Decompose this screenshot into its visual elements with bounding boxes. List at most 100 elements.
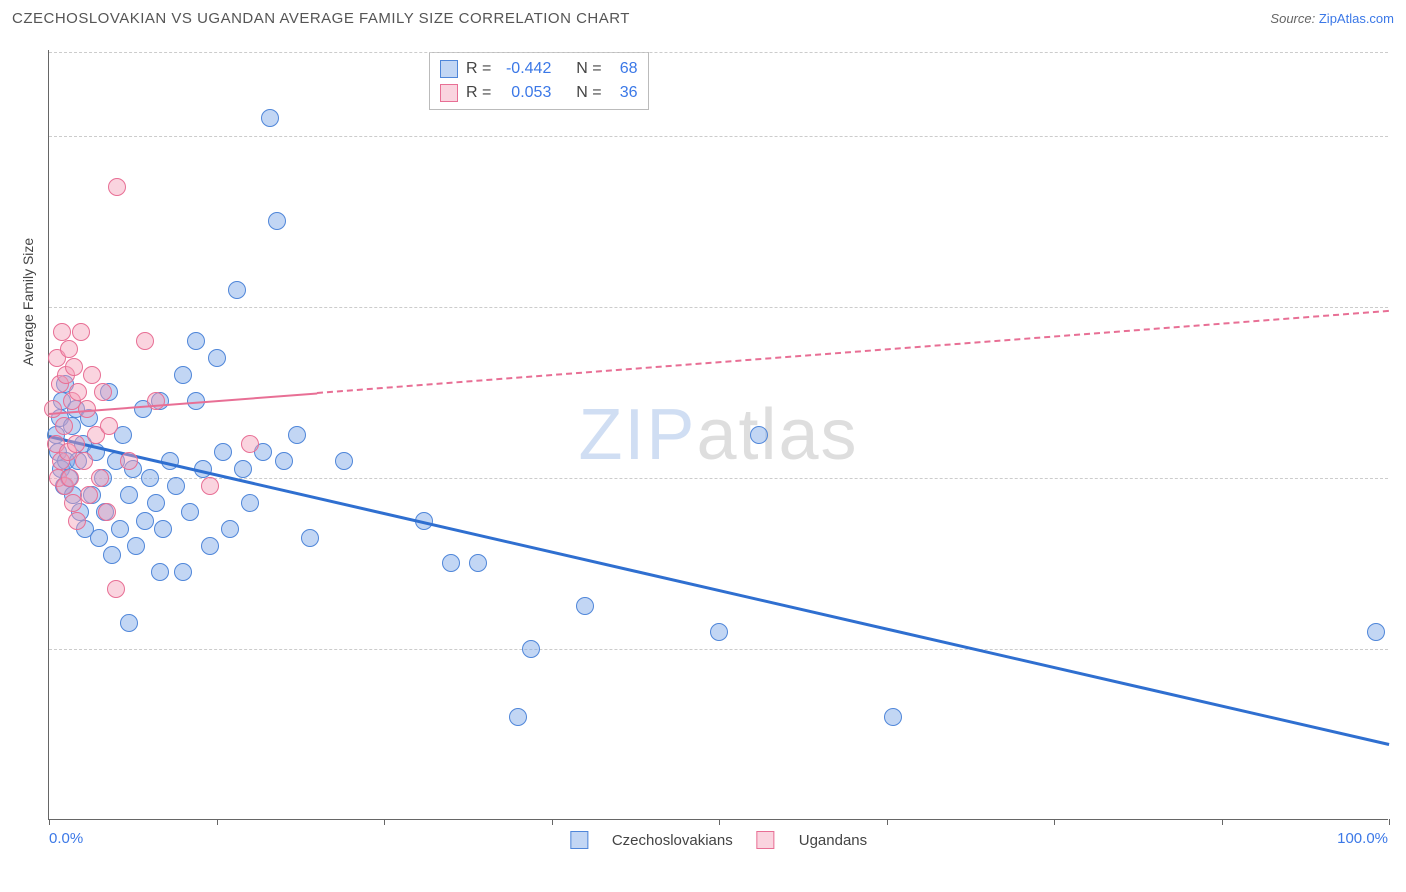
- data-point: [228, 281, 246, 299]
- data-point: [181, 503, 199, 521]
- data-point: [120, 452, 138, 470]
- xaxis-label: 100.0%: [1337, 830, 1388, 847]
- gridline-h: [49, 307, 1388, 308]
- stats-box: R = -0.442 N = 68 R = 0.053 N = 36: [429, 52, 649, 110]
- data-point: [201, 537, 219, 555]
- data-point: [61, 469, 79, 487]
- data-point: [98, 503, 116, 521]
- data-point: [174, 563, 192, 581]
- data-point: [301, 529, 319, 547]
- data-point: [241, 494, 259, 512]
- xtick: [384, 819, 385, 825]
- data-point: [127, 537, 145, 555]
- xtick: [1389, 819, 1390, 825]
- stats-r-label-1: R =: [466, 84, 491, 102]
- data-point: [60, 340, 78, 358]
- xtick: [552, 819, 553, 825]
- data-point: [65, 358, 83, 376]
- data-point: [208, 349, 226, 367]
- data-point: [111, 520, 129, 538]
- data-point: [187, 332, 205, 350]
- data-point: [64, 494, 82, 512]
- stats-n-label-0: N =: [576, 60, 601, 78]
- legend-label-1: Ugandans: [799, 832, 867, 849]
- header: CZECHOSLOVAKIAN VS UGANDAN AVERAGE FAMIL…: [0, 0, 1406, 36]
- gridline-h: [49, 649, 1388, 650]
- data-point: [91, 469, 109, 487]
- watermark: ZIPatlas: [578, 394, 858, 476]
- plot-area: ZIPatlas R = -0.442 N = 68 R = 0.053 N =…: [48, 50, 1388, 820]
- data-point: [108, 178, 126, 196]
- data-point: [53, 323, 71, 341]
- data-point: [94, 383, 112, 401]
- chart-title: CZECHOSLOVAKIAN VS UGANDAN AVERAGE FAMIL…: [12, 10, 630, 27]
- data-point: [268, 212, 286, 230]
- ytick-label: 4.00: [1394, 298, 1406, 315]
- xtick: [1054, 819, 1055, 825]
- ytick-label: 3.00: [1394, 469, 1406, 486]
- data-point: [147, 494, 165, 512]
- stats-swatch-0: [440, 60, 458, 78]
- data-point: [55, 417, 73, 435]
- data-point: [44, 400, 62, 418]
- ytick-label: 2.00: [1394, 640, 1406, 657]
- watermark-rest: atlas: [696, 395, 858, 475]
- yaxis-title: Average Family Size: [20, 238, 36, 366]
- data-point: [72, 323, 90, 341]
- stats-n-value-1: 36: [610, 84, 638, 102]
- chart-container: CZECHOSLOVAKIAN VS UGANDAN AVERAGE FAMIL…: [0, 0, 1406, 892]
- data-point: [221, 520, 239, 538]
- source-label: Source:: [1270, 11, 1315, 26]
- legend-swatch-1: [757, 831, 775, 849]
- data-point: [214, 443, 232, 461]
- stats-r-value-0: -0.442: [499, 60, 551, 78]
- trend-line: [49, 435, 1390, 746]
- data-point: [335, 452, 353, 470]
- data-point: [167, 477, 185, 495]
- data-point: [120, 486, 138, 504]
- gridline-h: [49, 136, 1388, 137]
- legend: Czechoslovakians Ugandans: [570, 831, 867, 849]
- data-point: [576, 597, 594, 615]
- stats-n-value-0: 68: [610, 60, 638, 78]
- source-link[interactable]: ZipAtlas.com: [1319, 11, 1394, 26]
- data-point: [234, 460, 252, 478]
- data-point: [83, 366, 101, 384]
- stats-r-label-0: R =: [466, 60, 491, 78]
- data-point: [136, 332, 154, 350]
- data-point: [80, 486, 98, 504]
- data-point: [288, 426, 306, 444]
- data-point: [275, 452, 293, 470]
- trend-line-dashed: [317, 310, 1389, 394]
- xtick: [1222, 819, 1223, 825]
- data-point: [750, 426, 768, 444]
- legend-swatch-0: [570, 831, 588, 849]
- data-point: [141, 469, 159, 487]
- data-point: [120, 614, 138, 632]
- stats-row-1: R = 0.053 N = 36: [440, 81, 638, 105]
- xaxis-label: 0.0%: [49, 830, 83, 847]
- data-point: [1367, 623, 1385, 641]
- stats-row-0: R = -0.442 N = 68: [440, 57, 638, 81]
- data-point: [151, 563, 169, 581]
- data-point: [75, 452, 93, 470]
- data-point: [509, 708, 527, 726]
- data-point: [710, 623, 728, 641]
- legend-label-0: Czechoslovakians: [612, 832, 733, 849]
- data-point: [174, 366, 192, 384]
- data-point: [68, 512, 86, 530]
- data-point: [442, 554, 460, 572]
- data-point: [69, 383, 87, 401]
- data-point: [469, 554, 487, 572]
- gridline-h: [49, 478, 1388, 479]
- data-point: [67, 435, 85, 453]
- data-point: [261, 109, 279, 127]
- source-credit: Source: ZipAtlas.com: [1270, 11, 1394, 26]
- ytick-label: 5.00: [1394, 127, 1406, 144]
- data-point: [201, 477, 219, 495]
- watermark-bold: ZIP: [578, 395, 696, 475]
- data-point: [241, 435, 259, 453]
- data-point: [90, 529, 108, 547]
- stats-n-label-1: N =: [576, 84, 601, 102]
- data-point: [154, 520, 172, 538]
